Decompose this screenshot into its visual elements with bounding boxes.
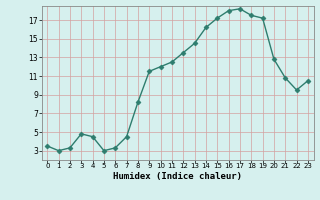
X-axis label: Humidex (Indice chaleur): Humidex (Indice chaleur) [113, 172, 242, 181]
